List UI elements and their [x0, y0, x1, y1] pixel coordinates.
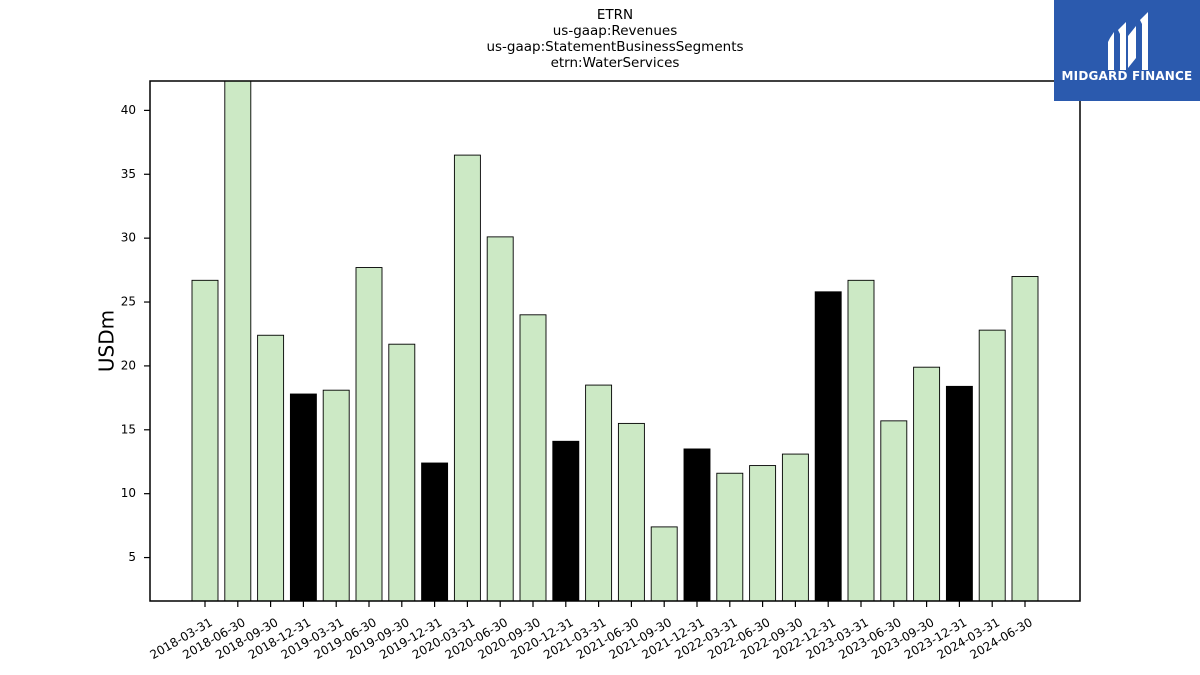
bar-2021-12-31 — [683, 448, 711, 602]
bar-2023-03-31 — [847, 279, 875, 602]
bar-2018-06-30 — [224, 80, 252, 602]
bar-2023-09-30 — [913, 366, 941, 602]
y-tick-label: 25 — [121, 295, 136, 309]
bar-2019-09-30 — [388, 343, 416, 602]
bar-2020-06-30 — [486, 236, 514, 602]
x-axis-ticks: 2018-03-312018-06-302018-09-302018-12-31… — [147, 601, 1035, 662]
logo-text: MIDGARD FINANCE — [1061, 69, 1193, 83]
bar-2024-03-31 — [978, 329, 1006, 602]
y-tick-label: 15 — [121, 422, 136, 436]
y-tick-label: 10 — [121, 486, 136, 500]
midgard-finance-logo: MIDGARD FINANCE — [1054, 0, 1200, 101]
title-member: etrn:WaterServices — [550, 55, 680, 71]
bar-2023-12-31 — [945, 385, 973, 602]
bar-2020-03-31 — [453, 154, 481, 602]
bar-2018-03-31 — [191, 279, 219, 602]
bar-2019-03-31 — [322, 389, 350, 602]
bar-2022-12-31 — [814, 291, 842, 602]
bar-2020-12-31 — [552, 440, 580, 602]
y-tick-label: 35 — [121, 167, 136, 181]
logo-mark-icon — [1108, 12, 1148, 70]
y-tick-label: 30 — [121, 231, 136, 245]
bar-2019-06-30 — [355, 267, 383, 602]
bars-group — [191, 80, 1039, 602]
plot-frame — [149, 80, 1081, 602]
bar-2018-12-31 — [289, 393, 317, 602]
y-tick-label: 5 — [128, 550, 136, 564]
y-tick-label: 40 — [121, 103, 136, 117]
bar-2020-09-30 — [519, 314, 547, 602]
y-axis-label: USDm — [95, 310, 119, 372]
y-axis-ticks: 5 10 15 20 25 30 35 40 — [121, 103, 150, 564]
title-concept: us-gaap:Revenues — [552, 23, 678, 39]
bar-2022-03-31 — [716, 472, 744, 602]
bar-2021-09-30 — [650, 526, 678, 602]
bar-2024-06-30 — [1011, 276, 1039, 602]
bar-2021-03-31 — [585, 384, 613, 602]
title-ticker: ETRN — [596, 7, 634, 23]
bar-2022-09-30 — [781, 453, 809, 602]
title-axis: us-gaap:StatementBusinessSegments — [486, 39, 744, 55]
bar-2023-06-30 — [880, 420, 908, 602]
bar-2019-12-31 — [421, 462, 449, 602]
bar-2018-09-30 — [257, 334, 285, 602]
bar-2022-06-30 — [749, 465, 777, 602]
bar-2021-06-30 — [617, 422, 645, 602]
y-tick-label: 20 — [121, 358, 136, 372]
